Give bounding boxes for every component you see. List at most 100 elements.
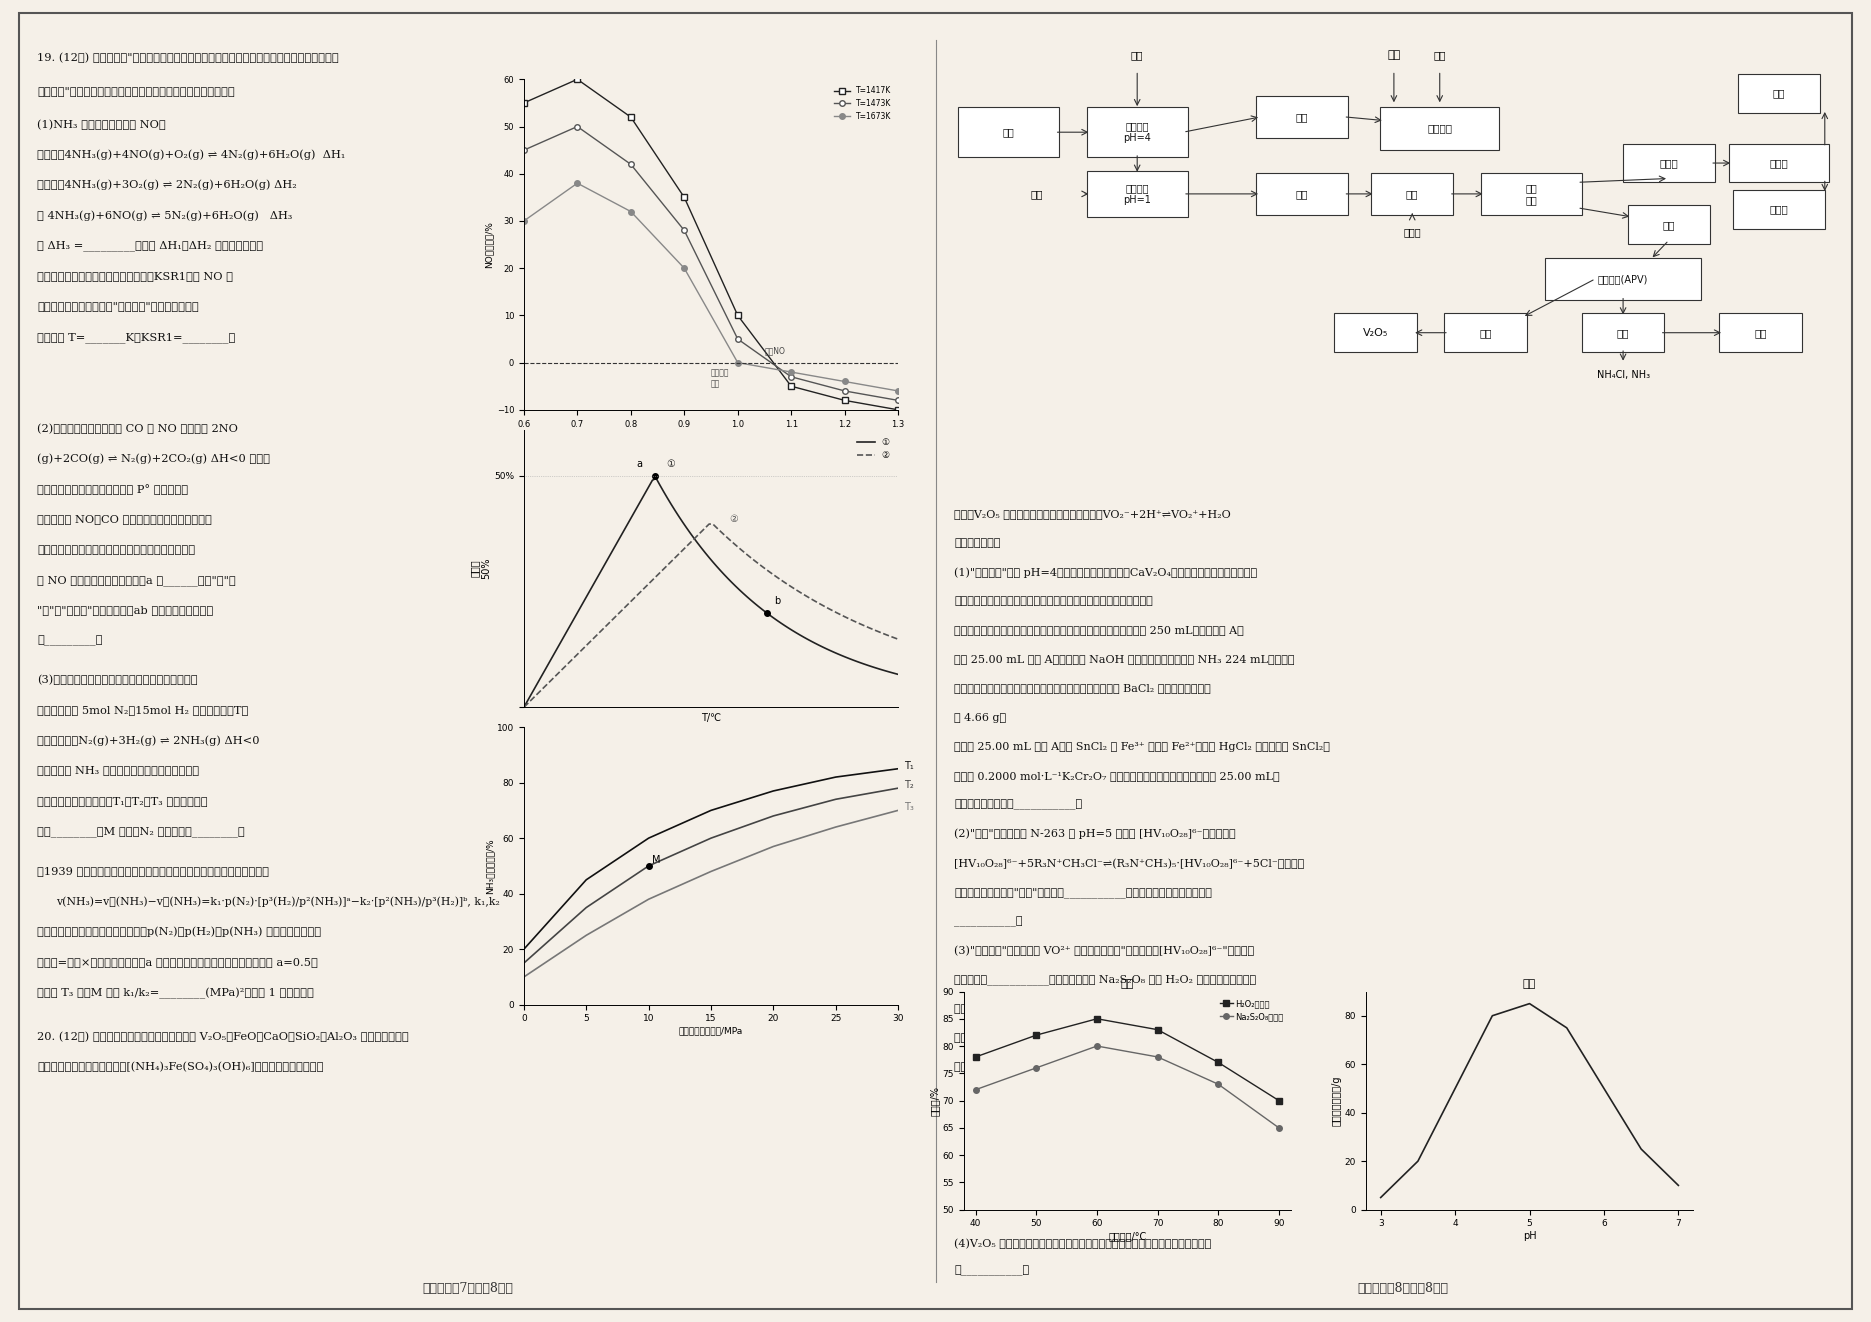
- T=1673K: [674, 260, 696, 276]
- FancyBboxPatch shape: [1545, 258, 1701, 300]
- Text: 主反應：4NH₃(g)+4NO(g)+O₂(g) ⇌ 4N₂(g)+6H₂O(g)  ΔH₁: 主反應：4NH₃(g)+4NO(g)+O₂(g) ⇌ 4N₂(g)+6H₂O(g…: [37, 149, 346, 160]
- T=1673K: [619, 204, 642, 219]
- Text: 的是________，M 點時，N₂ 的轉化率為________。: 的是________，M 點時，N₂ 的轉化率為________。: [37, 826, 245, 837]
- X-axis label: T/℃: T/℃: [702, 713, 720, 723]
- Text: 下發生反應：N₂(g)+3H₂(g) ⇌ 2NH₃(g) ΔH<0: 下發生反應：N₂(g)+3H₂(g) ⇌ 2NH₃(g) ΔH<0: [37, 735, 260, 746]
- Text: T₃: T₃: [904, 802, 915, 813]
- T=1673K: [887, 383, 909, 399]
- T=1417K: [674, 189, 696, 205]
- Text: ①: ①: [666, 459, 675, 469]
- FancyBboxPatch shape: [1087, 107, 1188, 157]
- ①: [739, 592, 761, 608]
- Text: 淀 4.66 g。: 淀 4.66 g。: [954, 713, 1007, 723]
- Text: "否"或"不一定"）達到平衡，ab 段轉化率降低的原因: "否"或"不一定"）達到平衡，ab 段轉化率降低的原因: [37, 605, 213, 616]
- Text: (g)+2CO(g) ⇌ N₂(g)+2CO₂(g) ΔH<0 可以實: (g)+2CO(g) ⇌ N₂(g)+2CO₂(g) ΔH<0 可以實: [37, 453, 271, 464]
- Text: 變化的曲線如圖所示。①T₁、T₂、T₃ 中，溫度最低: 變化的曲線如圖所示。①T₁、T₂、T₃ 中，溫度最低: [37, 796, 208, 806]
- T=1473K: [780, 369, 803, 385]
- T=1473K: [833, 383, 855, 399]
- Text: 19. (12分) 二十大提出"堅持精準治污、科學治污、依法治污，持續深入打好藍天、著水、淨: 19. (12分) 二十大提出"堅持精準治污、科學治污、依法治污，持續深入打好藍…: [37, 53, 339, 63]
- Text: 化學試題第8頁（共8頁）: 化學試題第8頁（共8頁）: [1358, 1282, 1448, 1296]
- ①: [584, 572, 606, 588]
- Text: 硫酸: 硫酸: [1031, 189, 1042, 198]
- Text: b: b: [775, 596, 780, 605]
- Text: 進行反萃取。流程中"操作"的名稱是___________，實驗室中用到的玻璃儀器是: 進行反萃取。流程中"操作"的名稱是___________，實驗室中用到的玻璃儀器…: [954, 887, 1212, 898]
- Text: (1)"一段酸浸"控制 pH=4，目的是使釩以硫酸鈣（CaV₂O₄）的形態留到酸浸濾中，濾液: (1)"一段酸浸"控制 pH=4，目的是使釩以硫酸鈣（CaV₂O₄）的形態留到酸…: [954, 567, 1257, 578]
- Text: 分別為正反應和逆反應的速率常數，p(N₂)、p(H₂)、p(NH₃) 代表各組分的分壓: 分別為正反應和逆反應的速率常數，p(N₂)、p(H₂)、p(NH₃) 代表各組分…: [37, 927, 322, 937]
- FancyBboxPatch shape: [1628, 205, 1710, 245]
- T=1417K: [726, 308, 748, 324]
- Text: 多釩酸銨(APV): 多釩酸銨(APV): [1598, 274, 1648, 284]
- FancyBboxPatch shape: [958, 107, 1059, 157]
- FancyBboxPatch shape: [1257, 173, 1347, 215]
- ①: [872, 662, 894, 678]
- T=1417K: [780, 378, 803, 394]
- Text: 則黃銨鐵礬化學式為___________。: 則黃銨鐵礬化學式為___________。: [954, 800, 1081, 810]
- ②: [709, 524, 732, 539]
- Text: 水相: 水相: [1772, 89, 1785, 99]
- Text: 萃取
操作: 萃取 操作: [1525, 182, 1538, 205]
- H₂O₂沉釩率: [1025, 1027, 1048, 1043]
- Text: ①取一定量黃銨鐵礬樣品，將其溶于少量稀鹽酸中，再加水稀釋至 250 mL，得到溶液 A；: ①取一定量黃銨鐵礬樣品，將其溶于少量稀鹽酸中，再加水稀釋至 250 mL，得到溶…: [954, 625, 1244, 636]
- FancyBboxPatch shape: [1581, 313, 1665, 352]
- ②: [513, 699, 535, 715]
- Text: NH₄Cl, NH₃: NH₄Cl, NH₃: [1596, 370, 1650, 381]
- X-axis label: 過剩空氣系數（Ksrl）: 過剩空氣系數（Ksrl）: [681, 431, 741, 440]
- ①: [887, 666, 909, 682]
- Y-axis label: 多釩酸銨沉釩量/g: 多釩酸銨沉釩量/g: [1332, 1075, 1342, 1126]
- FancyBboxPatch shape: [1482, 173, 1581, 215]
- ②: [887, 631, 909, 646]
- Text: 二段酸浸
pH=1: 二段酸浸 pH=1: [1123, 182, 1151, 205]
- Line: ②: ②: [524, 524, 898, 707]
- Text: 一段酸浸
pH=4: 一段酸浸 pH=4: [1123, 122, 1151, 143]
- Text: 氨水: 氨水: [1433, 50, 1446, 59]
- Y-axis label: 轉化率
50%: 轉化率 50%: [470, 558, 492, 579]
- T=1473K: [619, 156, 642, 172]
- Y-axis label: NH₃的質量分數/%: NH₃的質量分數/%: [485, 838, 494, 894]
- T=1473K: [674, 222, 696, 238]
- FancyBboxPatch shape: [1371, 173, 1454, 215]
- ②: [599, 613, 621, 629]
- Text: 所得多釩酸銨（NH₄)₃HV₁₀O₂₈ 的質量與溶液 pH 的關系如圖乙所示，pH>5 時，多: 所得多釩酸銨（NH₄)₃HV₁₀O₂₈ 的質量與溶液 pH 的關系如圖乙所示，p…: [954, 1032, 1261, 1043]
- Na₂S₂O₈沉釩率: [964, 1081, 986, 1097]
- T=1673K: [567, 176, 589, 192]
- Line: T=1473K: T=1473K: [522, 124, 900, 403]
- T=1673K: [833, 374, 855, 390]
- Text: 影響如圖甲所示，選用 Na₂S₂O₈ 更好的原因是___________；其他條件一定，"沉釩": 影響如圖甲所示，選用 Na₂S₂O₈ 更好的原因是___________；其他條…: [954, 1003, 1252, 1014]
- Text: (2)"萃取"時用萃取劑 N-263 在 pH=5 時萃取 [HV₁₀O₂₈]⁶⁻，原理為：: (2)"萃取"時用萃取劑 N-263 在 pH=5 時萃取 [HV₁₀O₂₈]⁶…: [954, 829, 1237, 839]
- Text: v(NH₃)=v正(NH₃)−v逆(NH₃)=k₁·p(N₂)·[p³(H₂)/p²(NH₃)]ᵃ−k₂·[p²(NH₃)/p³(H₂)]ᵇ, k₁,k₂: v(NH₃)=v正(NH₃)−v逆(NH₃)=k₁·p(N₂)·[p³(H₂)/…: [56, 896, 500, 907]
- Text: 氧化: 氧化: [1405, 189, 1418, 198]
- FancyBboxPatch shape: [1444, 313, 1527, 352]
- Legend: H₂O₂沉釩率, Na₂S₂O₈沉釩率: H₂O₂沉釩率, Na₂S₂O₈沉釩率: [1216, 995, 1287, 1025]
- ②: [872, 625, 894, 641]
- Text: [HV₁₀O₂₈]⁶⁻+5R₃N⁺CH₃Cl⁻⇌(R₃N⁺CH₃)₅·[HV₁₀O₂₈]⁶⁻+5Cl⁻，再加入: [HV₁₀O₂₈]⁶⁻+5R₃N⁺CH₃Cl⁻⇌(R₃N⁺CH₃)₅·[HV₁₀…: [954, 858, 1304, 869]
- Text: 倒液: 倒液: [1003, 127, 1014, 137]
- Na₂S₂O₈沉釩率: [1147, 1050, 1169, 1066]
- FancyBboxPatch shape: [1381, 107, 1499, 149]
- Text: 平衡體系中 NH₃ 的質量分數隨平衡時氣體總壓強: 平衡體系中 NH₃ 的質量分數隨平衡時氣體總壓強: [37, 765, 200, 776]
- FancyBboxPatch shape: [1738, 74, 1820, 112]
- Text: 水相: 水相: [1755, 328, 1766, 337]
- Text: 應容器中投入 5mol N₂、15mol H₂ 在不同溫度（T）: 應容器中投入 5mol N₂、15mol H₂ 在不同溫度（T）: [37, 705, 249, 715]
- Title: 圖甲: 圖甲: [1121, 980, 1134, 989]
- X-axis label: pH: pH: [1523, 1231, 1536, 1241]
- Text: 離子方程式___________，查閱資料發現 Na₂S₂O₈ 代替 H₂O₂ 更好，溫度對沉釩的: 離子方程式___________，查閱資料發現 Na₂S₂O₈ 代替 H₂O₂ …: [954, 974, 1255, 985]
- FancyBboxPatch shape: [1719, 313, 1802, 352]
- Line: H₂O₂沉釩率: H₂O₂沉釩率: [973, 1017, 1282, 1104]
- Text: 生成NO: 生成NO: [765, 346, 786, 356]
- Text: 佳條件是 T=_______K、KSR1=________。: 佳條件是 T=_______K、KSR1=________。: [37, 332, 236, 342]
- T=1417K: [887, 402, 909, 418]
- Text: 已知：V₂O₅ 為兩性氧化物，在水溶液中存在：VO₂⁻+2H⁺⇌VO₂⁺+H₂O: 已知：V₂O₅ 為兩性氧化物，在水溶液中存在：VO₂⁻+2H⁺⇌VO₂⁺+H₂O: [954, 509, 1231, 520]
- Text: 得 NO 的轉化率變化如圖所示，a 點______（填"是"、: 得 NO 的轉化率變化如圖所示，a 點______（填"是"、: [37, 575, 236, 586]
- ①: [709, 563, 732, 579]
- Y-axis label: NO還原效率/%: NO還原效率/%: [485, 221, 494, 268]
- Text: 副反應：4NH₃(g)+3O₂(g) ⇌ 2N₂(g)+6H₂O(g) ΔH₂: 副反應：4NH₃(g)+3O₂(g) ⇌ 2N₂(g)+6H₂O(g) ΔH₂: [37, 180, 297, 190]
- Text: 黃銨鐵礬: 黃銨鐵礬: [1428, 123, 1452, 134]
- Text: (3)"二段酸浸"后鈑主要以 VO²⁺ 形態存在，寫出"其氧化生成[HV₁₀O₂₈]⁶⁻"時反應的: (3)"二段酸浸"后鈑主要以 VO²⁺ 形態存在，寫出"其氧化生成[HV₁₀O₂…: [954, 945, 1254, 956]
- Line: ①: ①: [524, 479, 898, 707]
- Legend: T=1417K, T=1473K, T=1673K: T=1417K, T=1473K, T=1673K: [831, 83, 894, 124]
- Text: a: a: [636, 459, 642, 469]
- H₂O₂沉釩率: [1269, 1092, 1291, 1108]
- Text: ②1939 年捷姆金和佩熱夫推出合成氨反應在接近平衡時淨速率方程式為: ②1939 年捷姆金和佩熱夫推出合成氨反應在接近平衡時淨速率方程式為: [37, 866, 269, 876]
- ①: [513, 699, 535, 715]
- Text: 沉釩: 沉釩: [1617, 328, 1630, 337]
